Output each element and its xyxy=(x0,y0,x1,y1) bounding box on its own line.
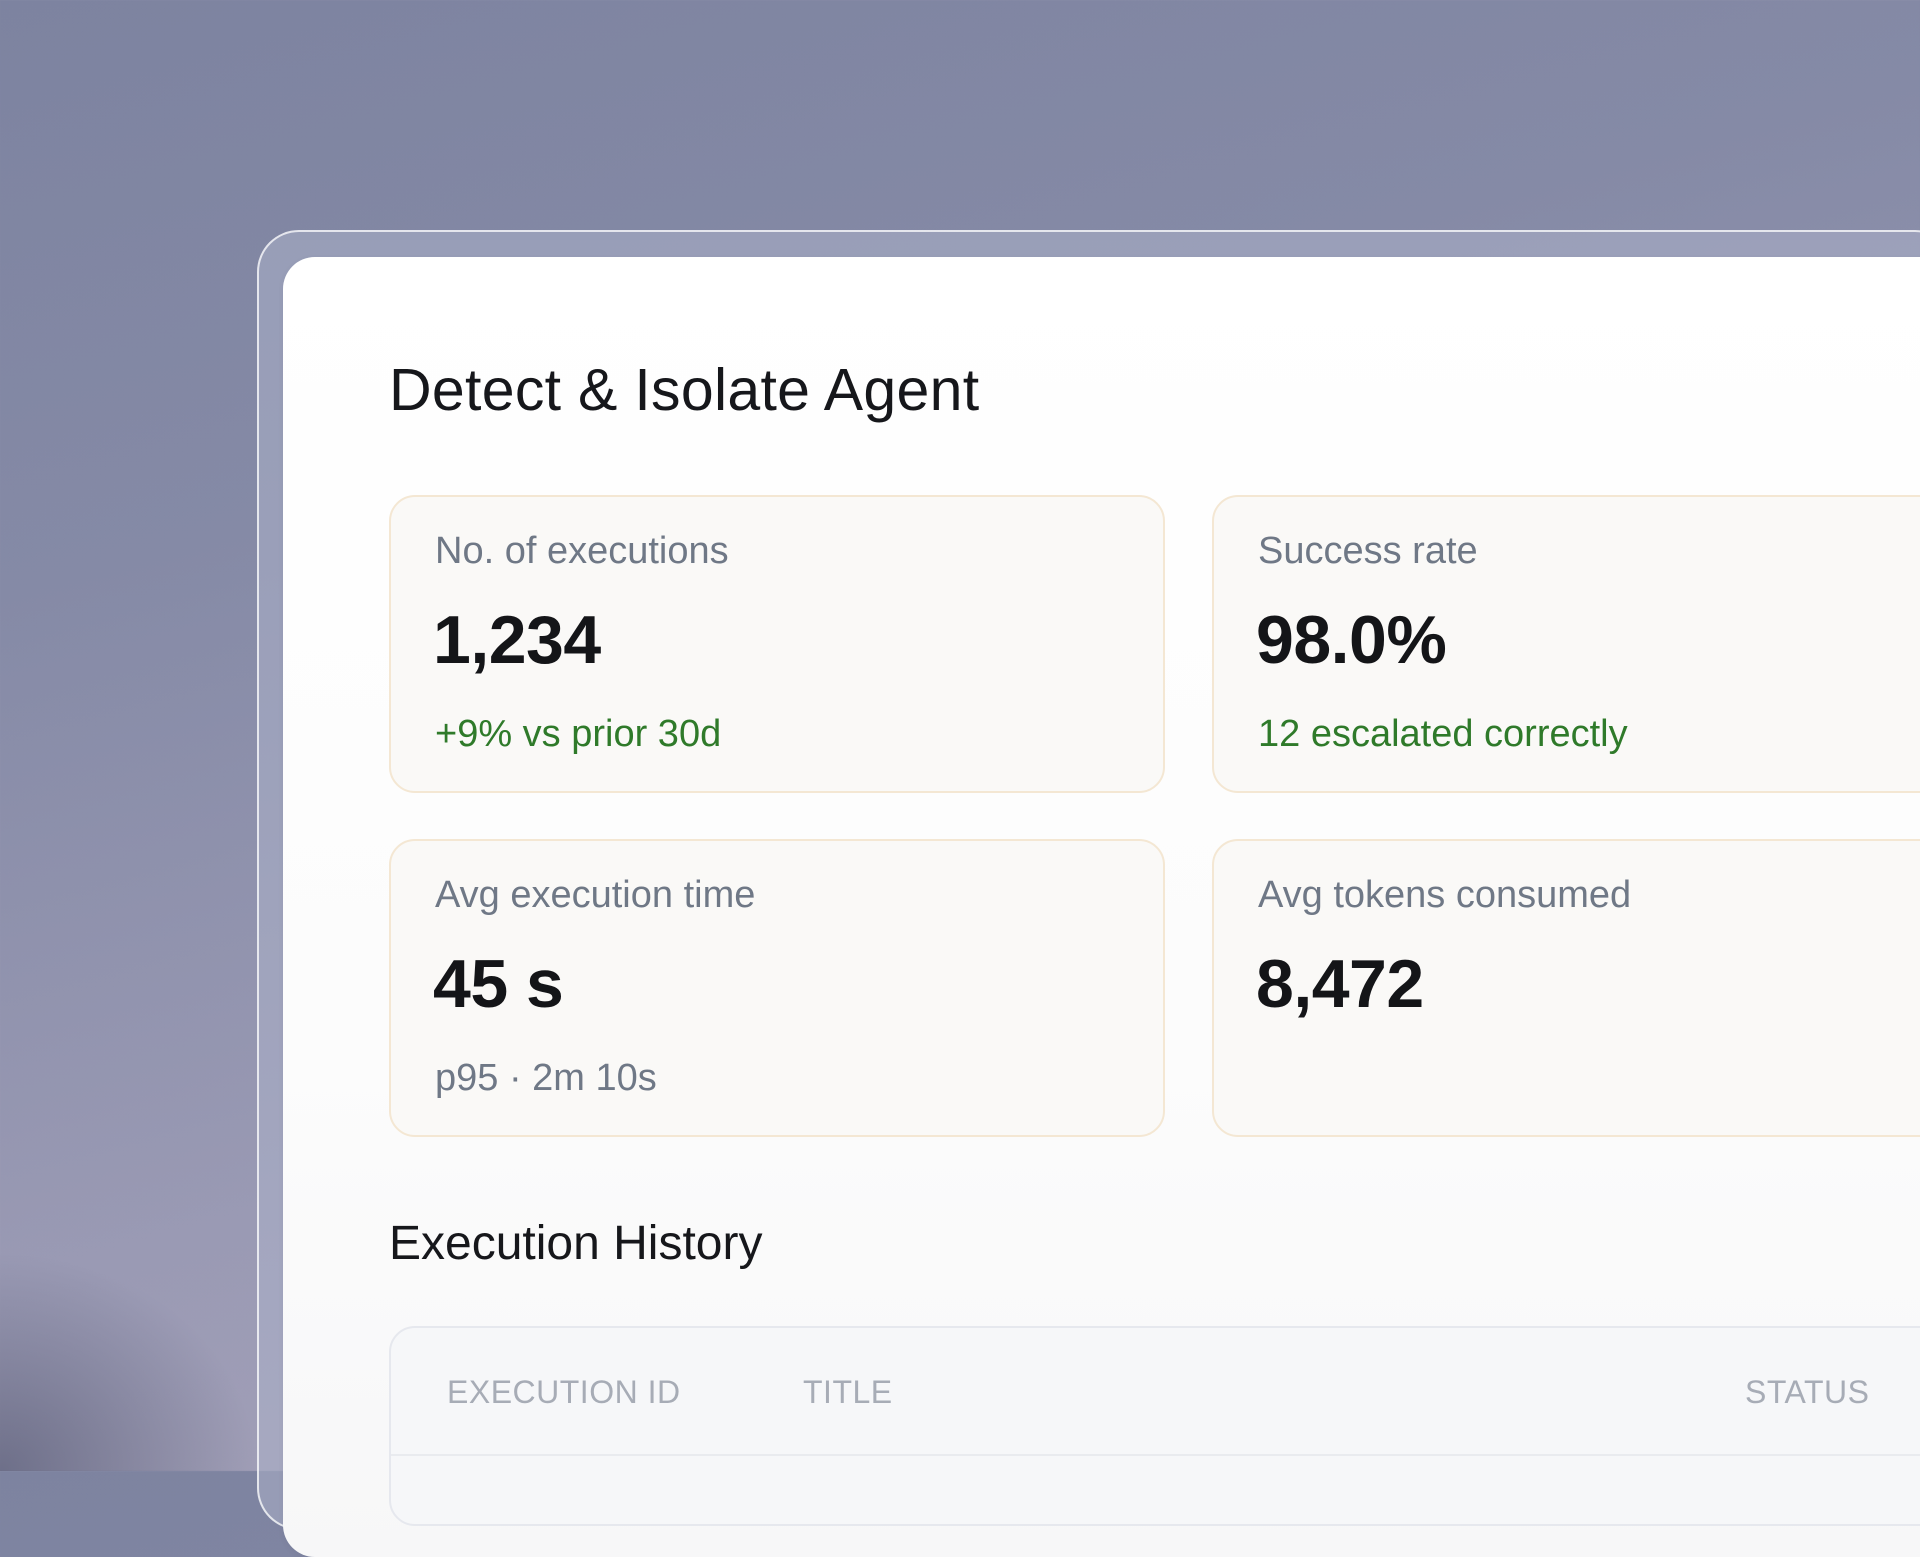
stat-label: Success rate xyxy=(1258,530,1478,572)
column-header-status[interactable]: STATUS xyxy=(1745,1374,1870,1410)
stat-label: Avg tokens consumed xyxy=(1258,874,1632,916)
background-shade xyxy=(0,1251,260,1471)
stat-value: 1,234 xyxy=(433,602,601,678)
stat-percentile: p95 · 2m 10s xyxy=(435,1057,657,1099)
stat-label: No. of executions xyxy=(435,530,729,572)
stat-value: 98.0% xyxy=(1256,602,1447,678)
execution-history-title: Execution History xyxy=(389,1217,763,1270)
stat-card-avg-execution-time: Avg execution time 45 s p95 · 2m 10s xyxy=(389,839,1165,1137)
stat-trend: +9% vs prior 30d xyxy=(435,713,722,755)
column-header-title[interactable]: TITLE xyxy=(803,1374,893,1410)
stat-trend: 12 escalated correctly xyxy=(1258,713,1628,755)
execution-history-table: EXECUTION ID TITLE STATUS xyxy=(389,1326,1920,1526)
stat-value: 45 s xyxy=(433,946,564,1022)
stat-card-executions: No. of executions 1,234 +9% vs prior 30d xyxy=(389,495,1165,793)
table-header-divider xyxy=(391,1454,1920,1456)
stat-card-avg-tokens: Avg tokens consumed 8,472 xyxy=(1212,839,1920,1137)
stat-card-success-rate: Success rate 98.0% 12 escalated correctl… xyxy=(1212,495,1920,793)
column-header-execution-id[interactable]: EXECUTION ID xyxy=(447,1374,681,1410)
stat-label: Avg execution time xyxy=(435,874,756,916)
page-title: Detect & Isolate Agent xyxy=(389,357,980,423)
stat-value: 8,472 xyxy=(1256,946,1424,1022)
